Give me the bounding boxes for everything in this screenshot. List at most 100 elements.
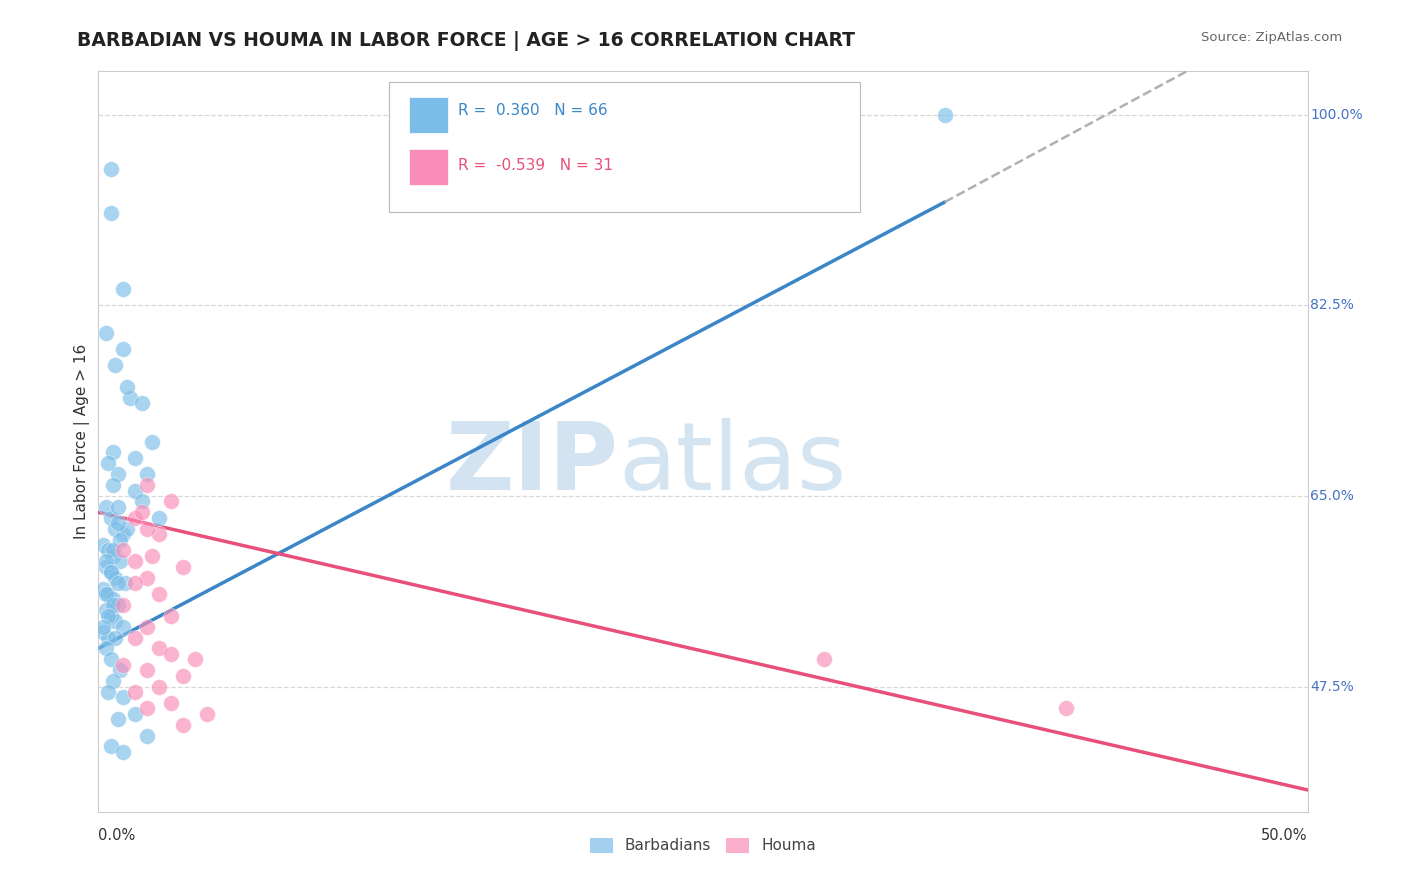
Point [100,565,122,579]
Point [111,282,134,296]
Point [148,680,170,694]
FancyBboxPatch shape [409,149,449,185]
FancyBboxPatch shape [409,97,449,133]
FancyBboxPatch shape [388,82,860,212]
Point [117,380,139,394]
Point [117,522,139,536]
Point [107,516,129,531]
Point [124,510,146,524]
Point [100,608,122,623]
Point [111,745,134,759]
Point [934,108,956,122]
Point [107,500,129,514]
Point [94,559,117,574]
Point [94,603,117,617]
Point [107,598,129,612]
Point [94,554,117,568]
Point [135,701,157,715]
Point [124,554,146,568]
Point [100,162,122,177]
Point [91,625,114,640]
Point [97,543,120,558]
Point [100,739,122,754]
Point [108,554,131,568]
Point [100,565,122,579]
Point [111,690,134,705]
Point [172,559,194,574]
Text: Source: ZipAtlas.com: Source: ZipAtlas.com [1202,31,1343,45]
Point [124,631,146,645]
Point [141,549,163,563]
Point [97,685,120,699]
Point [135,619,157,633]
Point [135,478,157,492]
Point [172,668,194,682]
Point [111,342,134,356]
Point [101,598,124,612]
Point [135,467,157,482]
Point [148,527,170,541]
Point [124,685,146,699]
Point [135,663,157,677]
Point [124,450,146,465]
Point [148,587,170,601]
Point [160,696,183,710]
Text: atlas: atlas [619,417,846,509]
Text: R =  -0.539   N = 31: R = -0.539 N = 31 [457,158,613,173]
Point [131,396,153,410]
Point [131,494,153,508]
Point [94,641,117,656]
Point [104,359,127,373]
Point [91,619,114,633]
Point [104,571,127,585]
Text: 47.5%: 47.5% [1310,680,1354,693]
Point [184,652,207,666]
Point [97,631,120,645]
Point [101,543,124,558]
Point [91,538,114,552]
Point [101,674,124,689]
Point [118,391,141,405]
Point [813,652,835,666]
Point [111,543,134,558]
Point [104,614,127,628]
Point [141,434,163,449]
Point [101,549,124,563]
Point [100,510,122,524]
Point [97,587,120,601]
Point [111,619,134,633]
Point [160,647,183,661]
Point [124,706,146,721]
Point [135,571,157,585]
Point [94,587,117,601]
Text: 65.0%: 65.0% [1310,489,1354,503]
Point [94,326,117,340]
Point [101,445,124,459]
Point [107,467,129,482]
Point [135,729,157,743]
Point [135,522,157,536]
Text: R =  0.360   N = 66: R = 0.360 N = 66 [457,103,607,119]
Point [104,631,127,645]
Text: ZIP: ZIP [446,417,619,509]
Legend: Barbadians, Houma: Barbadians, Houma [583,831,823,860]
Text: 100.0%: 100.0% [1310,108,1362,122]
Text: 50.0%: 50.0% [1261,828,1308,843]
Y-axis label: In Labor Force | Age > 16: In Labor Force | Age > 16 [75,344,90,539]
Point [148,510,170,524]
Point [108,533,131,547]
Point [131,505,153,519]
Point [195,706,218,721]
Point [160,494,183,508]
Point [172,717,194,731]
Point [108,663,131,677]
Point [94,500,117,514]
Text: 0.0%: 0.0% [98,828,135,843]
Point [97,456,120,470]
Point [124,483,146,498]
Point [107,712,129,726]
Point [91,582,114,596]
Point [111,527,134,541]
Point [101,478,124,492]
Point [100,652,122,666]
